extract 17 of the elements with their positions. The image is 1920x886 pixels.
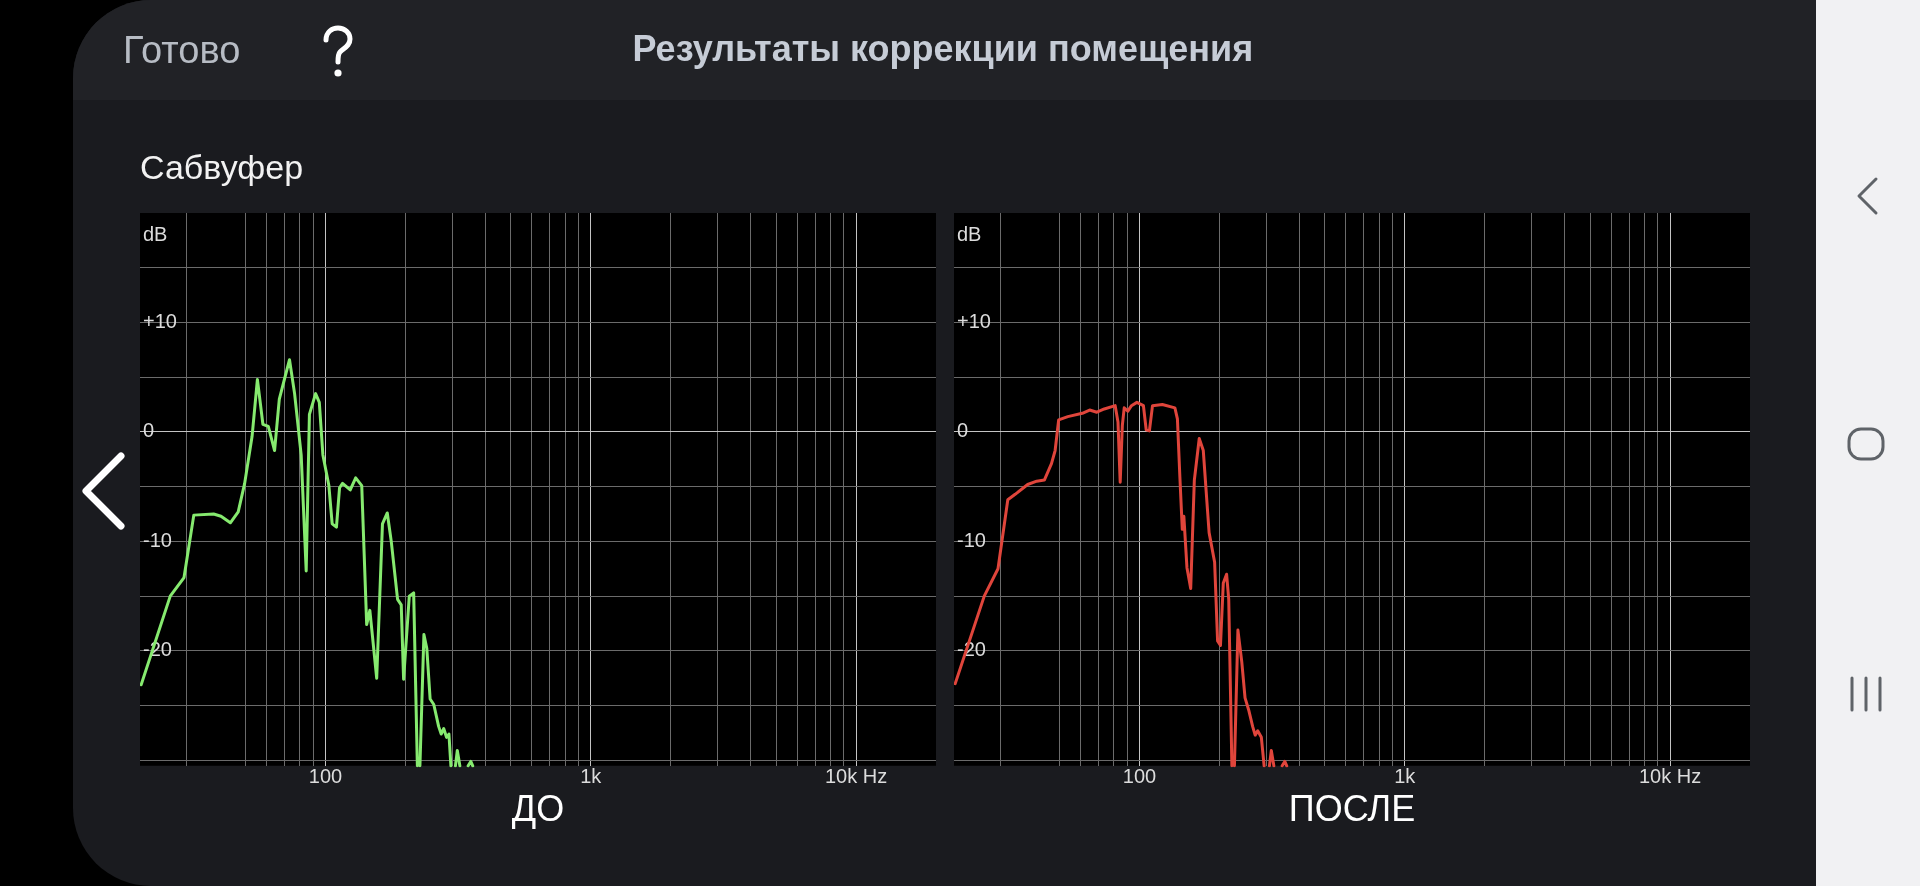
y-tick-label: -10 (957, 528, 986, 551)
y-tick-label: +10 (957, 309, 991, 332)
x-tick-label: 1k (1394, 765, 1417, 788)
text: Результаты коррекции помещения (632, 28, 1254, 70)
y-axis-title: dB (957, 222, 982, 245)
x-tick-label: 100 (1122, 765, 1157, 788)
x-tick-label: 100 (308, 765, 343, 788)
text: ДО (511, 788, 565, 830)
x-tick-label: 10k Hz (825, 765, 888, 788)
x-tick-label: 1k (580, 765, 603, 788)
text: Сабвуфер (140, 147, 304, 188)
text: Готово (123, 29, 241, 71)
text: ПОСЛЕ (1288, 788, 1416, 830)
y-tick-label: -10 (143, 528, 172, 551)
y-tick-label: +10 (143, 309, 177, 332)
x-tick-label: 10k Hz (1639, 765, 1702, 788)
y-axis-title: dB (143, 222, 168, 245)
